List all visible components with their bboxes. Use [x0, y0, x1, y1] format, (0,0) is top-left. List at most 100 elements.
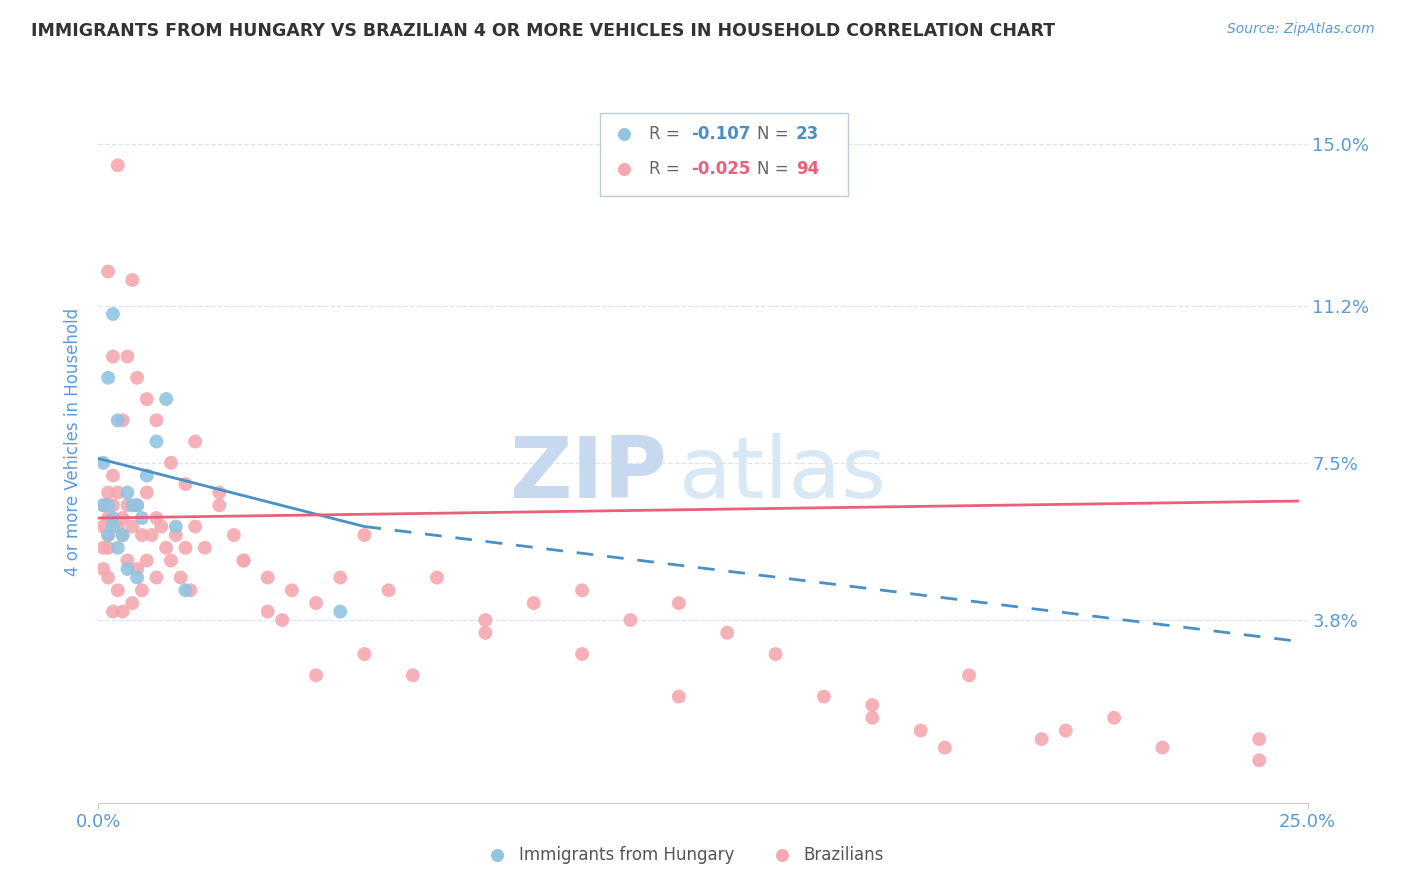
Point [101, 519, 124, 533]
Point [329, 570, 352, 584]
Point [813, 690, 835, 704]
Point [305, 596, 328, 610]
Point [184, 434, 207, 449]
Point [1031, 732, 1053, 747]
Point [174, 583, 197, 598]
Text: N =: N = [758, 161, 794, 178]
Point [91, 498, 114, 512]
Point [1102, 711, 1125, 725]
Point [668, 596, 690, 610]
Point [426, 570, 449, 584]
Point [169, 570, 191, 584]
Point [127, 570, 149, 584]
Point [111, 528, 134, 542]
Point [329, 605, 352, 619]
Point [1054, 723, 1077, 738]
Point [208, 485, 231, 500]
Point [571, 647, 593, 661]
Point [97, 570, 120, 584]
Point [957, 668, 980, 682]
Point [194, 541, 217, 555]
Point [474, 625, 496, 640]
Point [860, 711, 883, 725]
Point [174, 477, 197, 491]
Text: Immigrants from Hungary: Immigrants from Hungary [519, 846, 734, 863]
Point [101, 511, 124, 525]
Point [107, 413, 129, 427]
Text: atlas: atlas [679, 433, 887, 516]
Point [619, 613, 641, 627]
Point [155, 541, 177, 555]
Point [179, 583, 201, 598]
Point [135, 468, 157, 483]
Point [127, 498, 149, 512]
Point [271, 613, 294, 627]
Point [91, 519, 114, 533]
Point [111, 413, 134, 427]
Point [145, 511, 167, 525]
Point [117, 498, 139, 512]
Point [716, 625, 738, 640]
Point [127, 498, 149, 512]
Point [474, 613, 496, 627]
Point [402, 668, 425, 682]
Point [135, 485, 157, 500]
Text: ZIP: ZIP [509, 433, 666, 516]
Point [111, 511, 134, 525]
Point [1249, 732, 1271, 747]
Point [232, 553, 254, 567]
Point [860, 698, 883, 712]
Point [121, 596, 143, 610]
Point [668, 690, 690, 704]
Text: R =: R = [648, 161, 685, 178]
Point [101, 519, 124, 533]
Point [145, 434, 167, 449]
Text: 23: 23 [796, 126, 820, 144]
Point [107, 158, 129, 172]
Point [97, 264, 120, 278]
Point [101, 468, 124, 483]
Point [305, 668, 328, 682]
Point [127, 562, 149, 576]
Point [121, 498, 143, 512]
Point [97, 541, 120, 555]
Point [111, 605, 134, 619]
Point [121, 519, 143, 533]
Point [91, 498, 114, 512]
Text: -0.025: -0.025 [690, 161, 751, 178]
Text: 94: 94 [796, 161, 820, 178]
Point [256, 605, 278, 619]
Text: IMMIGRANTS FROM HUNGARY VS BRAZILIAN 4 OR MORE VEHICLES IN HOUSEHOLD CORRELATION: IMMIGRANTS FROM HUNGARY VS BRAZILIAN 4 O… [31, 22, 1054, 40]
Point [174, 541, 197, 555]
Point [208, 498, 231, 512]
Point [107, 583, 129, 598]
Point [1249, 753, 1271, 767]
Text: Source: ZipAtlas.com: Source: ZipAtlas.com [1227, 22, 1375, 37]
Point [222, 528, 245, 542]
Point [101, 605, 124, 619]
Point [97, 528, 120, 542]
Point [160, 456, 183, 470]
Point [131, 511, 153, 525]
Point [117, 350, 139, 364]
Point [91, 562, 114, 576]
Point [141, 528, 163, 542]
Point [107, 519, 129, 533]
Bar [600, 112, 848, 196]
Point [131, 528, 153, 542]
Point [910, 723, 932, 738]
Point [101, 498, 124, 512]
Point [145, 570, 167, 584]
Point [101, 350, 124, 364]
Point [127, 371, 149, 385]
Point [111, 528, 134, 542]
Point [934, 740, 956, 755]
Point [377, 583, 399, 598]
Point [91, 456, 114, 470]
Point [97, 498, 120, 512]
Point [117, 485, 139, 500]
Point [353, 528, 375, 542]
Point [97, 511, 120, 525]
Point [353, 647, 375, 661]
Point [150, 519, 173, 533]
